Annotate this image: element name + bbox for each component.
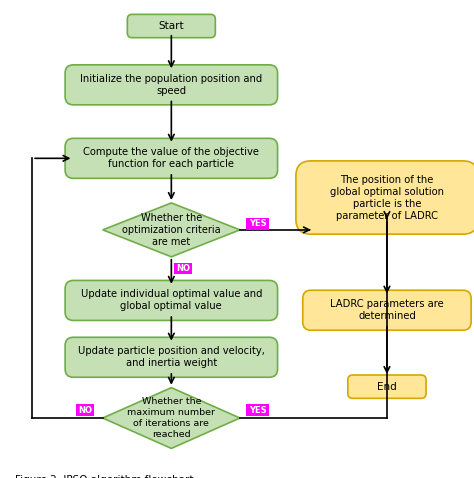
- Text: NO: NO: [176, 264, 190, 273]
- FancyBboxPatch shape: [65, 138, 278, 178]
- Text: End: End: [377, 381, 397, 391]
- Polygon shape: [103, 388, 240, 448]
- Text: Compute the value of the objective
function for each particle: Compute the value of the objective funct…: [83, 147, 259, 169]
- Text: Update particle position and velocity,
and inertia weight: Update particle position and velocity, a…: [78, 346, 265, 368]
- Text: YES: YES: [249, 406, 266, 415]
- FancyBboxPatch shape: [76, 404, 94, 416]
- FancyBboxPatch shape: [246, 404, 269, 416]
- FancyBboxPatch shape: [303, 290, 471, 330]
- Text: LADRC parameters are
determined: LADRC parameters are determined: [330, 299, 444, 321]
- FancyBboxPatch shape: [65, 65, 278, 105]
- FancyBboxPatch shape: [348, 375, 426, 398]
- Text: Start: Start: [158, 21, 184, 31]
- FancyBboxPatch shape: [174, 263, 192, 274]
- FancyBboxPatch shape: [65, 337, 278, 377]
- Text: Update individual optimal value and
global optimal value: Update individual optimal value and glob…: [81, 290, 262, 312]
- FancyBboxPatch shape: [65, 281, 278, 320]
- FancyBboxPatch shape: [246, 218, 269, 230]
- Text: Whether the
optimization criteria
are met: Whether the optimization criteria are me…: [122, 213, 221, 247]
- Polygon shape: [103, 203, 240, 257]
- Text: NO: NO: [78, 406, 92, 415]
- Text: The position of the
global optimal solution
particle is the
parameter of LADRC: The position of the global optimal solut…: [330, 174, 444, 220]
- FancyBboxPatch shape: [296, 161, 474, 234]
- FancyBboxPatch shape: [128, 14, 215, 38]
- Text: YES: YES: [249, 219, 266, 228]
- Text: Figure 2. IPSO algorithm flowchart.: Figure 2. IPSO algorithm flowchart.: [15, 475, 196, 478]
- Text: Initialize the population position and
speed: Initialize the population position and s…: [80, 74, 263, 96]
- Text: Whether the
maximum number
of iterations are
reached: Whether the maximum number of iterations…: [128, 397, 215, 439]
